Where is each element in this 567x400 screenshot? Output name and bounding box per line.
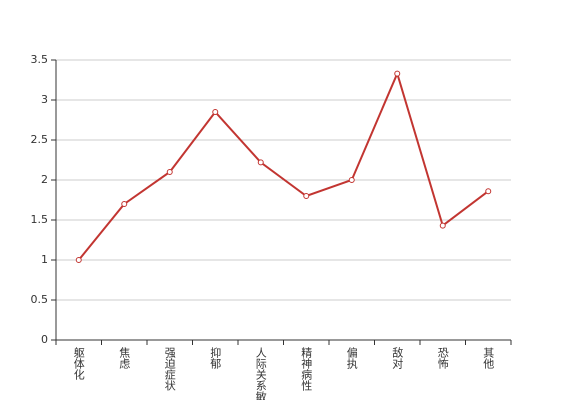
x-tick-label: 抑郁 [209,346,222,369]
data-point [121,201,128,207]
data-point [75,257,82,263]
x-tick-label: 偏执 [345,346,358,370]
y-tick-label: 3 [41,93,48,106]
data-point [348,177,355,183]
y-tick-label: 0.5 [31,293,49,306]
x-tick-label: 其他 [482,347,495,369]
data-point [166,169,173,175]
y-tick-label: 2 [41,173,48,186]
data-point [303,193,310,199]
y-tick-label: 0 [41,333,48,346]
data-point [485,188,492,195]
data-point [439,222,446,229]
data-point [257,159,264,166]
y-tick-label: 1.5 [31,213,49,226]
y-tick-label: 2.5 [31,133,49,146]
y-tick-label: 1 [41,253,48,266]
x-tick-label: 敌对 [391,346,404,369]
x-tick-label: 强迫症状 [163,347,176,391]
x-tick-label: 人际关系敏感 [254,347,267,400]
y-tick-label: 3.5 [31,53,49,66]
x-tick-label: 精神病性 [300,347,313,392]
series-line [77,70,489,261]
x-tick-label: 恐怖 [436,347,449,369]
data-point [212,109,219,115]
data-point [394,70,401,77]
x-tick-label: 躯体化 [72,347,85,381]
x-tick-label: 焦虑 [118,347,131,369]
